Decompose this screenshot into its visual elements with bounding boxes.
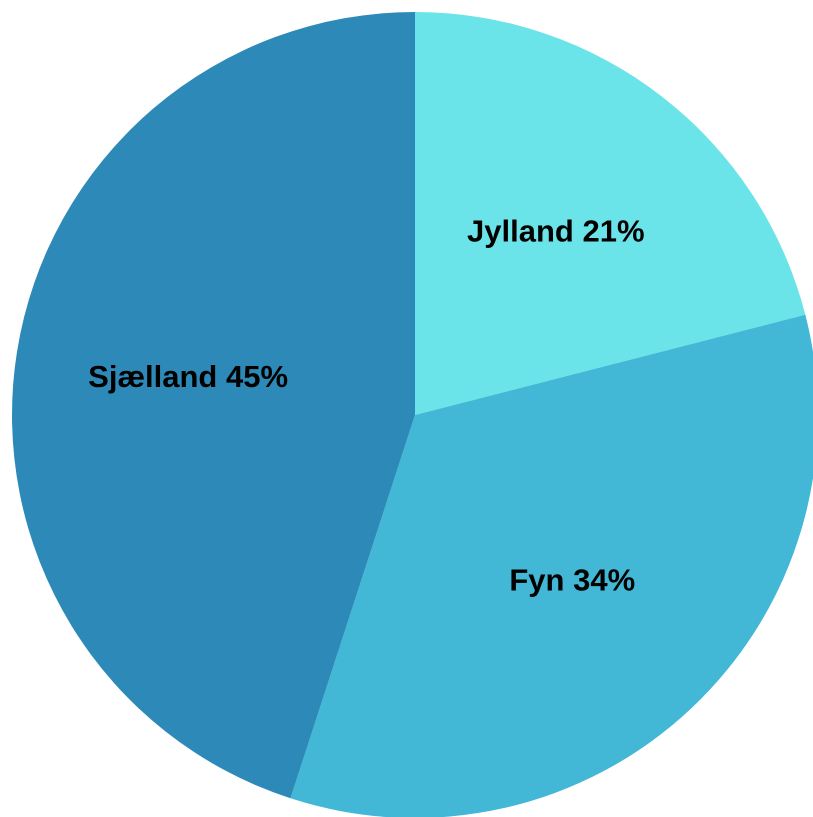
- pie-slice: [415, 12, 806, 415]
- slice-value-label: 21%: [582, 214, 644, 249]
- pie-slice: [12, 12, 415, 799]
- pie-slice: [290, 314, 813, 817]
- slice-category: Fyn: [509, 563, 564, 598]
- slice-value-label: 34%: [573, 563, 635, 598]
- slice-label: Jylland 21%: [467, 214, 645, 249]
- slice-category: Sjælland: [88, 359, 217, 394]
- slice-value-label: 45%: [226, 359, 288, 394]
- slice-category: Jylland: [467, 214, 574, 249]
- slice-label: Fyn 34%: [509, 563, 635, 598]
- slice-label: Sjælland 45%: [88, 359, 288, 394]
